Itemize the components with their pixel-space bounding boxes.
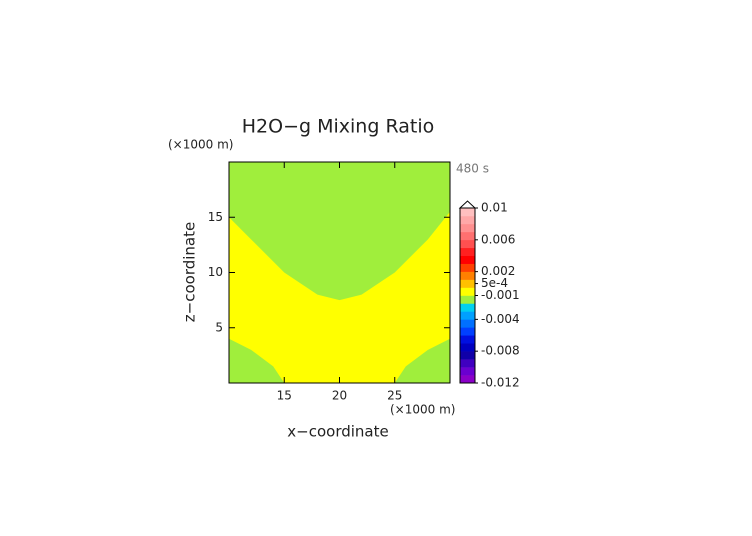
- colorbar-label: -0.004: [481, 312, 520, 326]
- x-tick-label: 20: [332, 389, 347, 403]
- colorbar-band: [460, 367, 475, 376]
- colorbar-band: [460, 263, 475, 272]
- chart-title: H2O−g Mixing Ratio: [242, 116, 434, 138]
- colorbar-band: [460, 335, 475, 344]
- colorbar-label: 0.006: [481, 232, 515, 246]
- colorbar-band: [460, 343, 475, 352]
- colorbar-band: [460, 319, 475, 328]
- time-label: 480 s: [456, 162, 489, 176]
- colorbar-label: 0.002: [481, 264, 515, 278]
- colorbar-band: [460, 287, 475, 296]
- y-tick-label: 10: [208, 265, 223, 279]
- colorbar-label: 0.01: [481, 201, 508, 215]
- colorbar-band: [460, 215, 475, 225]
- x-tick-label: 15: [277, 389, 292, 403]
- x-axis-label: x−coordinate: [287, 423, 388, 441]
- colorbar-label: -0.001: [481, 288, 520, 302]
- colorbar-band: [460, 208, 475, 217]
- colorbar-band: [460, 271, 475, 280]
- y-tick-label: 5: [215, 320, 223, 334]
- y-unit: (×1000 m): [168, 138, 233, 152]
- colorbar-band: [460, 311, 475, 320]
- colorbar-band: [460, 295, 475, 304]
- x-tick-label: 25: [387, 389, 402, 403]
- colorbar-label: 5e-4: [481, 276, 508, 290]
- colorbar-band: [460, 239, 475, 249]
- contour-region: [229, 162, 450, 301]
- colorbar-band: [460, 247, 475, 257]
- colorbar-band: [460, 327, 475, 336]
- colorbar-band: [460, 375, 475, 384]
- colorbar-band: [460, 231, 475, 241]
- x-unit: (×1000 m): [390, 403, 455, 417]
- contour-region: [394, 338, 450, 383]
- colorbar-band: [460, 359, 475, 368]
- colorbar-label: -0.012: [481, 376, 520, 390]
- colorbar-band: [460, 303, 475, 312]
- colorbar-label: -0.008: [481, 344, 520, 358]
- y-axis-label: z−coordinate: [181, 222, 199, 322]
- colorbar-extend: [458, 200, 477, 209]
- colorbar-band: [460, 255, 475, 264]
- contour-region: [229, 338, 285, 383]
- colorbar-band: [460, 223, 475, 233]
- y-tick-label: 15: [208, 210, 223, 224]
- colorbar-band: [460, 351, 475, 360]
- colorbar-band: [460, 279, 475, 288]
